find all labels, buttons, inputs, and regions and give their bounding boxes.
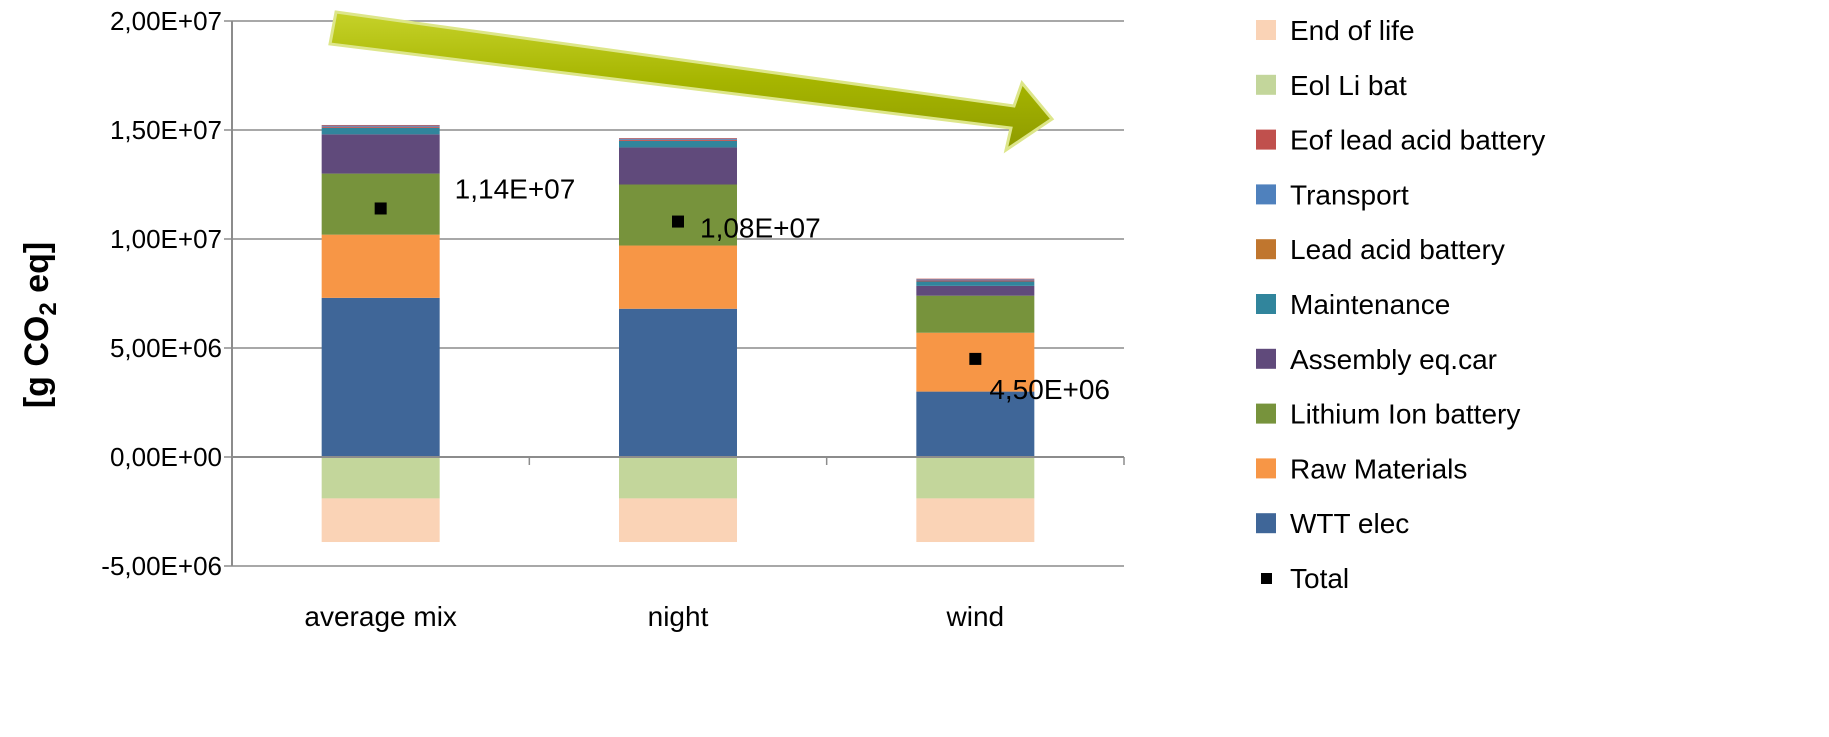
legend-label-total: Total bbox=[1290, 563, 1349, 594]
bar-segment-raw-materials bbox=[321, 234, 440, 298]
total-label: 1,08E+07 bbox=[700, 213, 821, 244]
bar-segment-end-of-life bbox=[916, 498, 1035, 543]
bar-segment-end-of-life bbox=[619, 498, 737, 543]
legend: End of life Eol Li bat Eof lead acid batte… bbox=[1256, 15, 1545, 594]
category-label: average mix bbox=[304, 601, 457, 632]
legend-label-eol-li-bat: Eol Li bat bbox=[1290, 70, 1407, 101]
legend-marker-total bbox=[1261, 573, 1272, 584]
bar-segment-transport bbox=[619, 138, 737, 140]
total-label: 1,14E+07 bbox=[455, 173, 576, 204]
bars bbox=[321, 124, 1035, 543]
y-axis-title-part-1: [g CO bbox=[18, 316, 56, 409]
legend-swatch-transport bbox=[1256, 184, 1276, 205]
bar-segment-maintenance bbox=[321, 127, 440, 135]
legend-swatch-wtt-elec bbox=[1256, 513, 1276, 534]
bar-segment-assembly-eq-car bbox=[321, 134, 440, 174]
y-axis-title: [g CO2 eq] bbox=[18, 242, 62, 408]
bar-segment-lead-acid-battery bbox=[321, 126, 440, 128]
bar-segment-wtt-elec bbox=[619, 308, 737, 457]
bar-segment-maintenance bbox=[619, 140, 737, 148]
legend-label-lithium-ion-battery: Lithium Ion battery bbox=[1290, 399, 1520, 430]
legend-swatch-raw-materials bbox=[1256, 458, 1276, 479]
legend-label-raw-materials: Raw Materials bbox=[1290, 453, 1467, 484]
legend-swatch-lithium-ion-battery bbox=[1256, 403, 1276, 424]
bar-segment-eof-lead-acid-battery bbox=[916, 278, 1035, 280]
bar-segment-maintenance bbox=[916, 281, 1035, 286]
bar-segment-eof-lead-acid-battery bbox=[619, 138, 737, 139]
trend-arrow-shape bbox=[328, 10, 1055, 154]
y-axis-ticks: -5,00E+06 0,00E+00 5,00E+06 1,00E+07 1,50E+0… bbox=[101, 6, 232, 581]
total-label: 4,50E+06 bbox=[989, 374, 1110, 405]
bar-segment-transport bbox=[321, 125, 440, 127]
legend-swatch-eol-li-bat bbox=[1256, 74, 1276, 95]
total-marker bbox=[672, 215, 684, 228]
bar-segment-lead-acid-battery bbox=[619, 139, 737, 141]
bar-segment-assembly-eq-car bbox=[916, 285, 1035, 296]
total-marker bbox=[374, 202, 387, 215]
legend-label-maintenance: Maintenance bbox=[1290, 289, 1450, 320]
bar-segment-transport bbox=[916, 279, 1035, 281]
bar-segment-eol-li-bat bbox=[916, 457, 1035, 499]
category-label: wind bbox=[946, 601, 1005, 632]
total-markers bbox=[374, 202, 982, 365]
y-tick-label: 2,00E+07 bbox=[110, 6, 222, 36]
legend-swatch-eof-lead-acid-battery bbox=[1256, 129, 1276, 150]
total-marker bbox=[969, 352, 982, 365]
bar-segment-wtt-elec bbox=[916, 391, 1035, 457]
category-label: night bbox=[648, 601, 709, 632]
bar-segment-end-of-life bbox=[321, 498, 440, 543]
y-tick-label: 5,00E+06 bbox=[110, 333, 222, 363]
bar-segment-wtt-elec bbox=[321, 297, 440, 457]
legend-swatch-maintenance bbox=[1256, 294, 1276, 314]
legend-label-eof-lead-acid-battery: Eof lead acid battery bbox=[1290, 125, 1545, 156]
legend-swatch-assembly-eq-car bbox=[1256, 348, 1276, 369]
trend-arrow bbox=[328, 10, 1055, 154]
axes bbox=[231, 21, 1125, 566]
y-tick-label: 1,50E+07 bbox=[110, 115, 222, 145]
bar-segment-eof-lead-acid-battery bbox=[321, 124, 440, 126]
y-axis-title-subscript: 2 bbox=[35, 302, 62, 315]
y-tick-label: 0,00E+00 bbox=[110, 442, 222, 472]
legend-label-wtt-elec: WTT elec bbox=[1290, 508, 1409, 539]
bar-segment-assembly-eq-car bbox=[619, 147, 737, 185]
bar-segment-raw-materials bbox=[619, 245, 737, 309]
total-labels: 1,14E+07 1,08E+07 4,50E+06 bbox=[455, 173, 1110, 404]
bar-segment-eol-li-bat bbox=[321, 457, 440, 499]
legend-label-transport: Transport bbox=[1290, 179, 1409, 210]
legend-swatch-lead-acid-battery bbox=[1256, 239, 1276, 260]
bar-segment-lithium-ion-battery bbox=[916, 295, 1035, 333]
y-tick-label: -5,00E+06 bbox=[101, 551, 222, 581]
category-labels: average mix night wind bbox=[304, 601, 1004, 632]
legend-label-lead-acid-battery: Lead acid battery bbox=[1290, 234, 1505, 265]
legend-label-end-of-life: End of life bbox=[1290, 15, 1415, 46]
bar-segment-lead-acid-battery bbox=[916, 280, 1035, 282]
legend-swatch-end-of-life bbox=[1256, 20, 1276, 40]
bar-segment-eol-li-bat bbox=[619, 457, 737, 499]
bar-segment-lithium-ion-battery bbox=[619, 184, 737, 246]
legend-label-assembly-eq-car: Assembly eq.car bbox=[1290, 344, 1497, 375]
y-tick-label: 1,00E+07 bbox=[110, 224, 222, 254]
y-axis-title-part-2: eq] bbox=[18, 242, 56, 302]
